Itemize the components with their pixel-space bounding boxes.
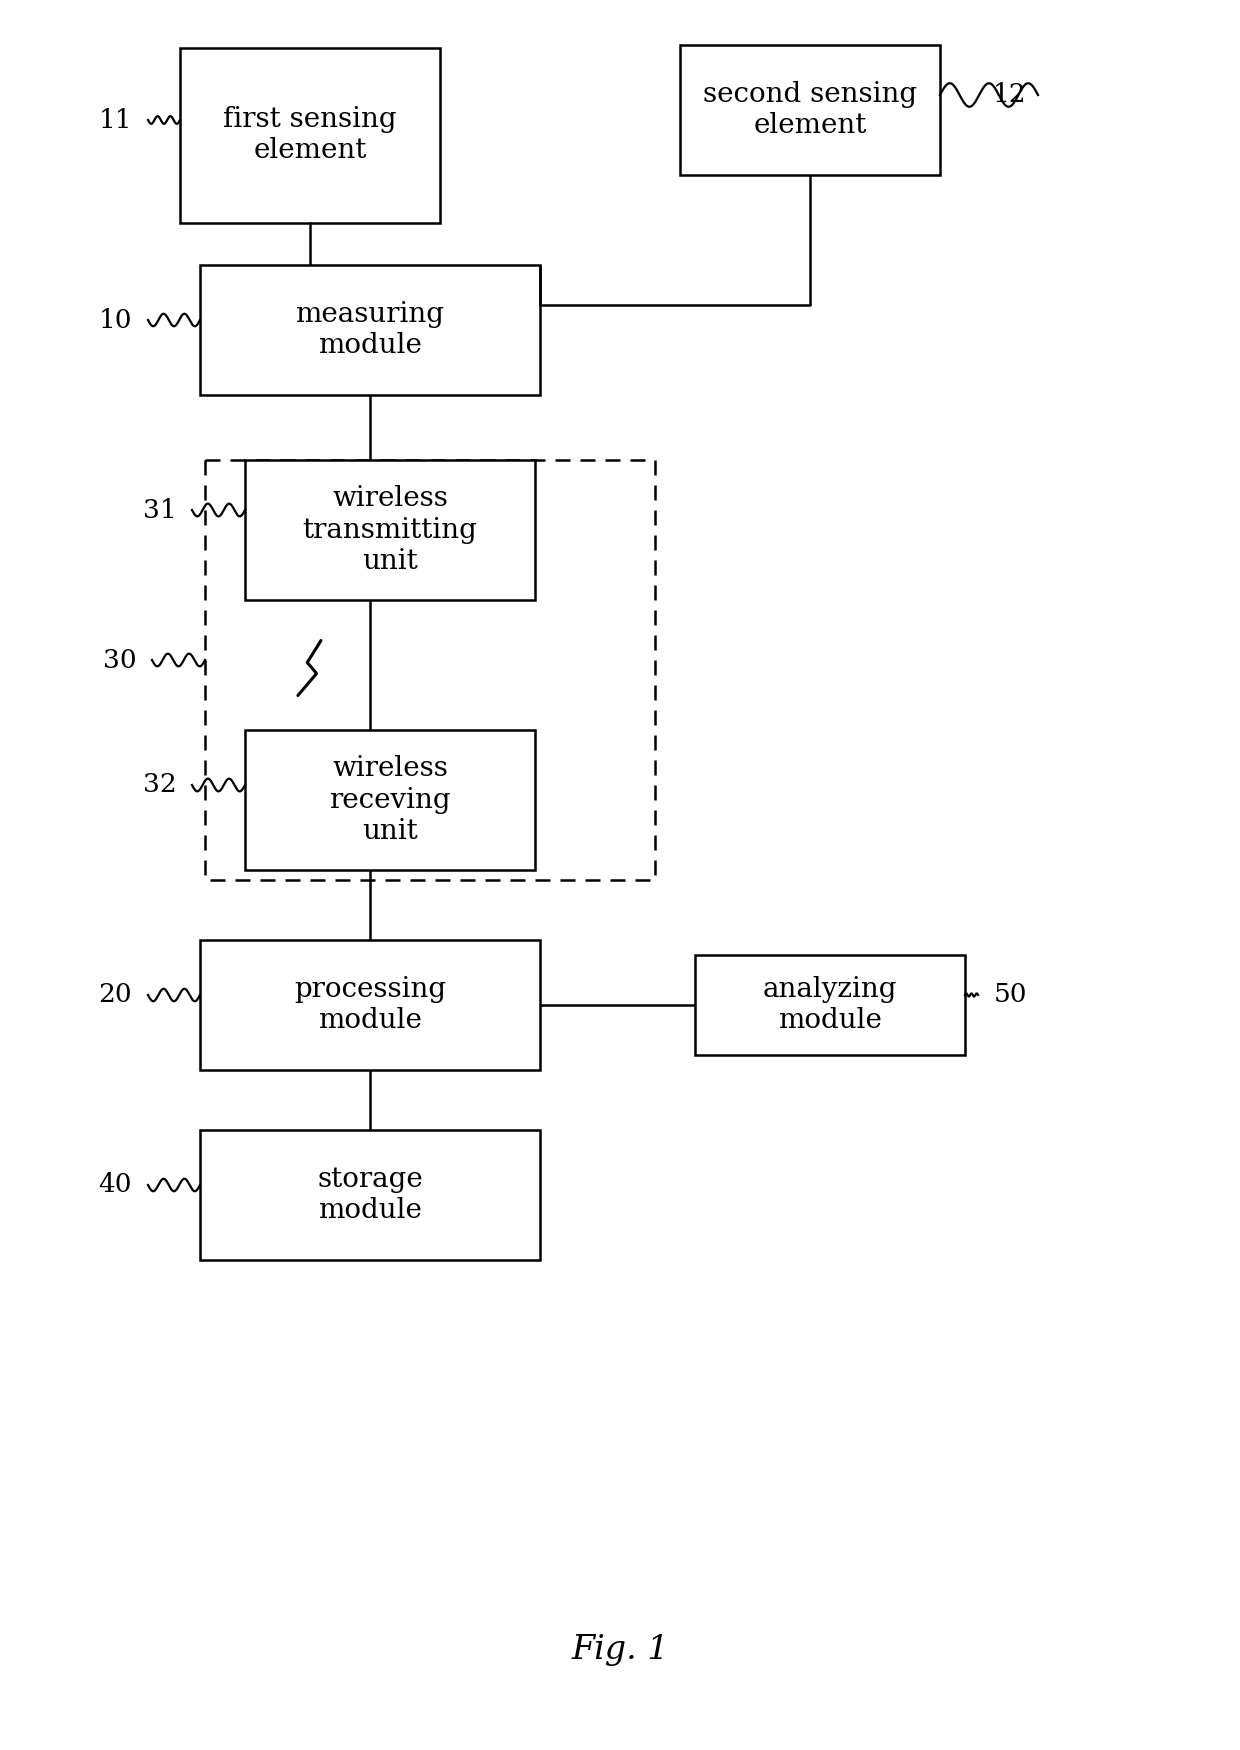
Text: first sensing
element: first sensing element [223, 107, 397, 164]
Bar [694, 956, 965, 1055]
Bar [246, 460, 534, 600]
Text: 12: 12 [993, 82, 1027, 107]
Text: 30: 30 [103, 648, 136, 672]
Text: 20: 20 [98, 982, 131, 1008]
Text: 11: 11 [98, 107, 131, 133]
Text: storage
module: storage module [317, 1166, 423, 1223]
Text: 32: 32 [143, 772, 177, 798]
Text: 40: 40 [98, 1172, 131, 1197]
Text: processing
module: processing module [294, 977, 446, 1034]
Bar [180, 47, 440, 222]
Bar [200, 1130, 539, 1260]
Text: 31: 31 [143, 497, 177, 523]
Bar [205, 460, 655, 880]
Bar [246, 730, 534, 870]
Text: analyzing
module: analyzing module [763, 977, 898, 1034]
Text: 50: 50 [993, 982, 1027, 1008]
Bar [200, 940, 539, 1069]
Text: Fig. 1: Fig. 1 [572, 1634, 668, 1666]
Text: wireless
transmitting
unit: wireless transmitting unit [303, 485, 477, 574]
Text: wireless
receving
unit: wireless receving unit [329, 756, 451, 845]
Text: 10: 10 [98, 308, 131, 332]
Bar [680, 46, 940, 175]
Text: measuring
module: measuring module [295, 301, 444, 359]
Text: second sensing
element: second sensing element [703, 80, 918, 138]
Bar [200, 264, 539, 396]
